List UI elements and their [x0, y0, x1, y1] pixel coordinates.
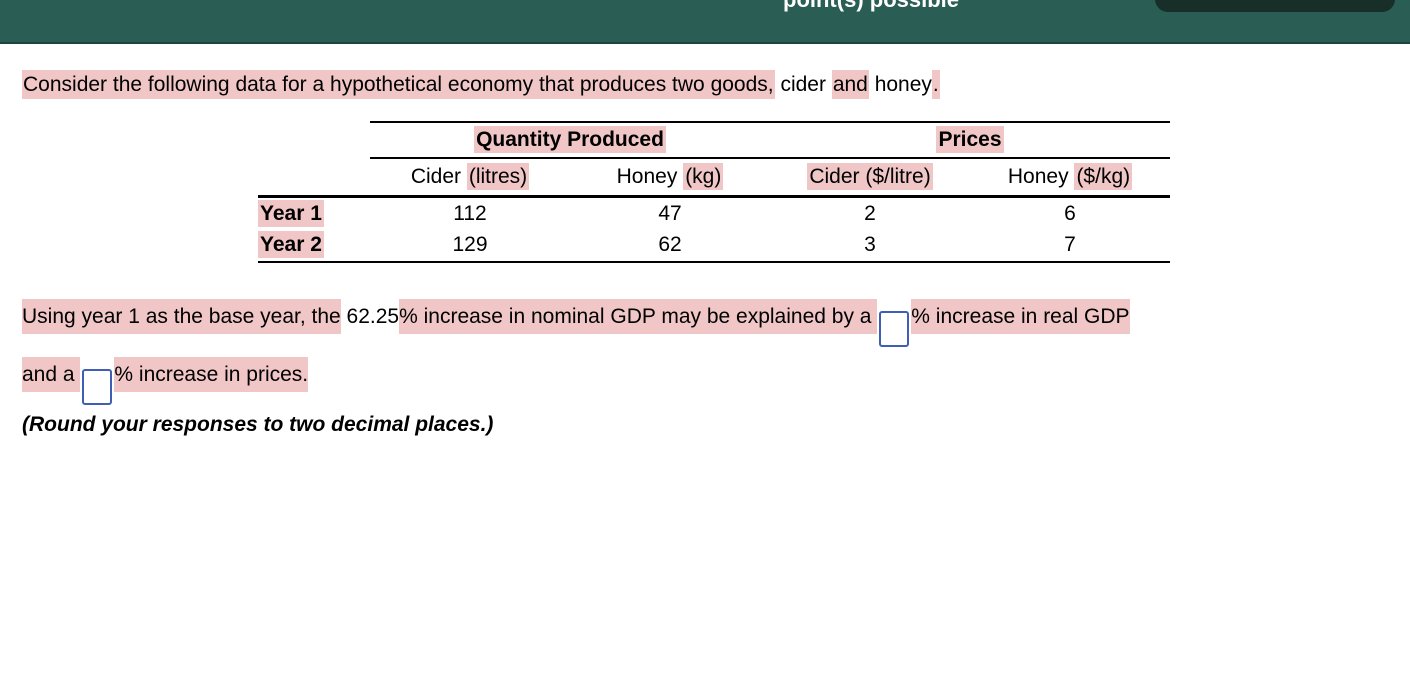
empty-cell — [258, 122, 370, 158]
table-cell: 6 — [1064, 201, 1076, 225]
col-header-text: Honey — [1007, 165, 1075, 189]
table-row-year1: Year 1 112 47 2 6 — [258, 196, 1170, 229]
top-bar: point(s) possible — [0, 0, 1410, 44]
timer-pill-button[interactable] — [1155, 0, 1395, 12]
real-gdp-input[interactable] — [879, 311, 910, 348]
text-segment: % increase in real GDP — [911, 299, 1130, 335]
text-segment: and — [831, 70, 869, 99]
text-segment: cider — [774, 73, 832, 96]
intro-text: Consider the following data for a hypoth… — [22, 70, 1392, 99]
col-header-text: (kg) — [683, 163, 724, 191]
question-text: Using year 1 as the base year, the 62.25… — [22, 295, 1392, 437]
prices-input[interactable] — [82, 369, 113, 406]
points-possible-text: point(s) possible — [783, 0, 959, 13]
col-header-text: Honey — [616, 165, 684, 189]
col-header-text: (litres) — [466, 163, 530, 191]
table-cell: 62 — [570, 229, 771, 264]
table-cell: 47 — [658, 201, 682, 225]
group-header-label: Prices — [936, 126, 1004, 154]
group-header-quantity: Quantity Produced — [370, 121, 771, 160]
table-cell: 7 — [970, 229, 1171, 264]
text-segment: 62.25 — [340, 305, 400, 329]
col-header-text: Cider ($/litre) — [807, 163, 933, 191]
text-segment: % increase in nominal GDP may be explain… — [399, 299, 878, 335]
table-cell: 3 — [770, 229, 971, 264]
group-header-row: Quantity Produced Prices — [258, 121, 1171, 160]
row-label: Year 2 — [258, 229, 370, 264]
column-header-row: Cider (litres) Honey (kg) Cider ($/litre… — [258, 158, 1171, 198]
table-cell: 129 — [370, 229, 570, 264]
col-header-text: Cider — [410, 165, 467, 189]
text-segment: . — [931, 70, 940, 99]
table-cell: 112 — [453, 201, 487, 225]
question-area: Consider the following data for a hypoth… — [0, 70, 1410, 437]
question-line-1: Using year 1 as the base year, the 62.25… — [22, 295, 1392, 348]
col-header-honey-qty: Honey (kg) — [570, 158, 771, 198]
row-label-text: Year 1 — [258, 199, 324, 227]
question-line-2: and a % increase in prices. — [22, 353, 1392, 406]
col-header-text: ($/kg) — [1074, 163, 1133, 191]
economy-data-table: Quantity Produced Prices Cider (litres) … — [258, 121, 1171, 264]
col-header-honey-price: Honey ($/kg) — [970, 158, 1171, 198]
group-header-prices: Prices — [770, 121, 1171, 160]
table-row-year2: Year 2 129 62 3 7 — [258, 229, 1171, 264]
rounding-note: (Round your responses to two decimal pla… — [22, 413, 494, 437]
row-label-text: Year 2 — [258, 231, 324, 259]
group-header-label: Quantity Produced — [474, 126, 666, 154]
empty-cell — [258, 158, 370, 198]
text-segment: and a — [22, 357, 81, 393]
text-segment: honey — [868, 73, 932, 96]
col-header-cider-qty: Cider (litres) — [370, 158, 570, 198]
text-segment: % increase in prices. — [114, 357, 309, 393]
row-label: Year 1 — [258, 196, 370, 229]
table-cell: 2 — [864, 201, 876, 225]
text-segment: Using year 1 as the base year, the — [22, 299, 341, 335]
col-header-cider-price: Cider ($/litre) — [770, 158, 971, 198]
text-segment: Consider the following data for a hypoth… — [22, 70, 775, 99]
